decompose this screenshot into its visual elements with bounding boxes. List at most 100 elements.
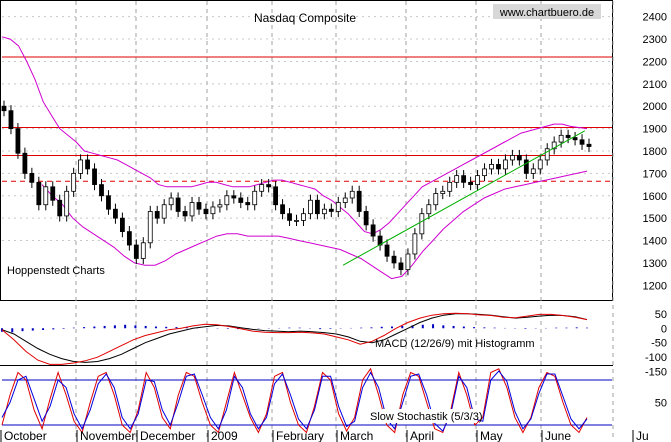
candle-body bbox=[210, 206, 216, 215]
candle-body bbox=[509, 155, 515, 161]
candle-body bbox=[175, 197, 181, 212]
candle-body bbox=[217, 204, 223, 208]
candle-body bbox=[15, 128, 21, 154]
source-note: Hoppenstedt Charts bbox=[7, 265, 105, 277]
bollinger-bands bbox=[1, 36, 588, 280]
trendline-segment bbox=[342, 130, 586, 266]
candle-body bbox=[238, 197, 244, 203]
candle-body bbox=[273, 186, 279, 206]
stoch-tick-label: 50 bbox=[655, 398, 667, 410]
candle-body bbox=[113, 208, 118, 219]
candle-body bbox=[314, 199, 320, 215]
macd-tick-label: -150 bbox=[645, 367, 667, 379]
watermark: www.chartbuero.de bbox=[499, 7, 594, 19]
candle-body bbox=[78, 159, 84, 174]
candle-body bbox=[468, 181, 474, 185]
candle-body bbox=[391, 255, 397, 264]
price-tick-label: 2100 bbox=[643, 79, 667, 91]
candle-body bbox=[398, 262, 404, 271]
candle-body bbox=[475, 175, 480, 185]
candle-body bbox=[426, 204, 432, 215]
candle-body bbox=[50, 186, 56, 201]
candle-body bbox=[558, 134, 564, 143]
candle-body bbox=[503, 159, 508, 170]
month-label: June bbox=[545, 429, 571, 442]
candle-body bbox=[224, 195, 230, 206]
candle-body bbox=[259, 184, 265, 192]
watermark-box bbox=[493, 4, 601, 19]
candle-body bbox=[119, 217, 125, 232]
candle-body bbox=[8, 110, 14, 130]
candle-body bbox=[356, 190, 362, 212]
candle-body bbox=[71, 172, 77, 192]
bollinger-upper bbox=[1, 36, 588, 235]
candle-body bbox=[280, 204, 285, 215]
price-tick-label: 1300 bbox=[643, 258, 667, 270]
candle-body bbox=[482, 168, 487, 177]
trendline bbox=[342, 130, 586, 266]
candle-body bbox=[370, 224, 376, 237]
candle-body bbox=[405, 253, 411, 271]
candle-body bbox=[544, 148, 550, 161]
candle-body bbox=[189, 202, 195, 217]
candle-body bbox=[579, 139, 585, 145]
candle-body bbox=[321, 208, 327, 215]
candle-body bbox=[106, 195, 111, 210]
candle-body bbox=[489, 164, 494, 170]
candle-body bbox=[245, 202, 251, 206]
candle-body bbox=[85, 159, 90, 170]
candle-body bbox=[551, 141, 557, 150]
candle-body bbox=[454, 175, 460, 183]
month-label: December bbox=[140, 429, 195, 442]
x-axis-labels: October November December 2009 February March… bbox=[0, 429, 649, 442]
candle-body bbox=[161, 204, 167, 219]
candle-body bbox=[64, 190, 70, 217]
candle-body bbox=[126, 231, 132, 246]
candle-body bbox=[349, 190, 355, 199]
candle-body bbox=[308, 199, 313, 215]
price-tick-label: 2200 bbox=[643, 56, 667, 68]
candle-body bbox=[363, 211, 369, 226]
price-tick-label: 1400 bbox=[643, 236, 667, 248]
month-label: 2009 bbox=[211, 429, 238, 442]
stoch-line bbox=[1, 367, 588, 434]
price-tick-label: 1700 bbox=[643, 168, 667, 180]
month-label: February bbox=[276, 429, 324, 442]
candle-body bbox=[523, 159, 529, 174]
price-tick-label: 2000 bbox=[643, 101, 667, 113]
candle-body bbox=[140, 242, 146, 259]
candle-body bbox=[301, 213, 306, 221]
candle-body bbox=[154, 211, 160, 219]
month-label: March bbox=[340, 429, 373, 442]
macd-tick-label: 0 bbox=[661, 323, 667, 335]
price-tick-label: 2400 bbox=[643, 12, 667, 24]
price-candles bbox=[1, 100, 592, 276]
candle-body bbox=[516, 155, 522, 161]
candle-body bbox=[586, 143, 592, 147]
candle-body bbox=[496, 164, 501, 170]
month-label: May bbox=[480, 429, 503, 442]
candle-body bbox=[384, 244, 390, 257]
candle-body bbox=[133, 244, 139, 259]
stoch-line bbox=[1, 370, 588, 432]
candle-body bbox=[419, 213, 425, 235]
price-tick-label: 1200 bbox=[643, 280, 667, 292]
candle-body bbox=[328, 208, 334, 212]
candle-body bbox=[287, 213, 292, 221]
price-tick-label: 2300 bbox=[643, 34, 667, 46]
candle-body bbox=[182, 211, 188, 217]
stochastic-panel bbox=[1, 367, 612, 434]
candle-body bbox=[461, 175, 467, 183]
candle-body bbox=[43, 186, 49, 206]
macd-tick-label: -100 bbox=[645, 352, 667, 364]
candle-body bbox=[447, 181, 453, 192]
candle-body bbox=[168, 197, 174, 206]
candle-body bbox=[530, 168, 536, 174]
candle-body bbox=[294, 220, 299, 222]
macd-label: MACD (12/26/9) mit Histogramm bbox=[375, 338, 535, 350]
candle-body bbox=[203, 208, 209, 215]
candle-body bbox=[99, 184, 104, 197]
candle-body bbox=[537, 159, 543, 170]
chart-title: Nasdaq Composite bbox=[254, 11, 356, 25]
